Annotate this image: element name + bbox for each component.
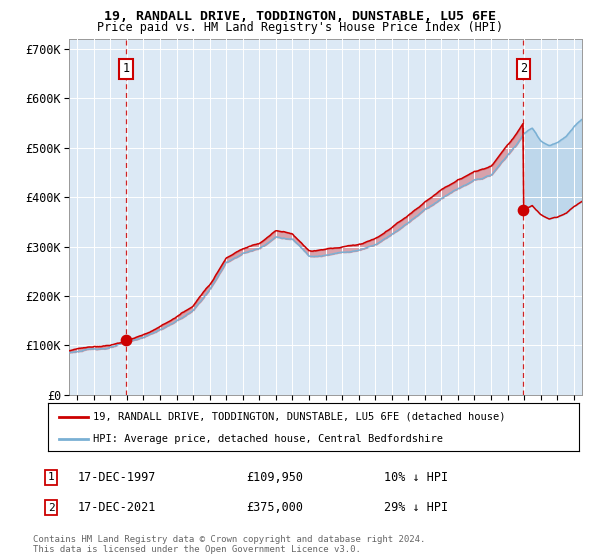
Text: 17-DEC-2021: 17-DEC-2021 bbox=[78, 501, 157, 515]
Text: £109,950: £109,950 bbox=[246, 470, 303, 484]
Text: 2: 2 bbox=[520, 62, 527, 76]
Text: Contains HM Land Registry data © Crown copyright and database right 2024.
This d: Contains HM Land Registry data © Crown c… bbox=[33, 535, 425, 554]
Point bbox=[121, 336, 131, 345]
Text: 19, RANDALL DRIVE, TODDINGTON, DUNSTABLE, LU5 6FE (detached house): 19, RANDALL DRIVE, TODDINGTON, DUNSTABLE… bbox=[93, 412, 506, 422]
Text: Price paid vs. HM Land Registry's House Price Index (HPI): Price paid vs. HM Land Registry's House … bbox=[97, 21, 503, 34]
Text: 10% ↓ HPI: 10% ↓ HPI bbox=[384, 470, 448, 484]
Text: 1: 1 bbox=[47, 472, 55, 482]
Text: 29% ↓ HPI: 29% ↓ HPI bbox=[384, 501, 448, 515]
Text: HPI: Average price, detached house, Central Bedfordshire: HPI: Average price, detached house, Cent… bbox=[93, 434, 443, 444]
Text: 17-DEC-1997: 17-DEC-1997 bbox=[78, 470, 157, 484]
Point bbox=[518, 205, 528, 214]
Text: 19, RANDALL DRIVE, TODDINGTON, DUNSTABLE, LU5 6FE: 19, RANDALL DRIVE, TODDINGTON, DUNSTABLE… bbox=[104, 10, 496, 23]
Text: 2: 2 bbox=[47, 503, 55, 513]
Text: 1: 1 bbox=[122, 62, 130, 76]
Text: £375,000: £375,000 bbox=[246, 501, 303, 515]
